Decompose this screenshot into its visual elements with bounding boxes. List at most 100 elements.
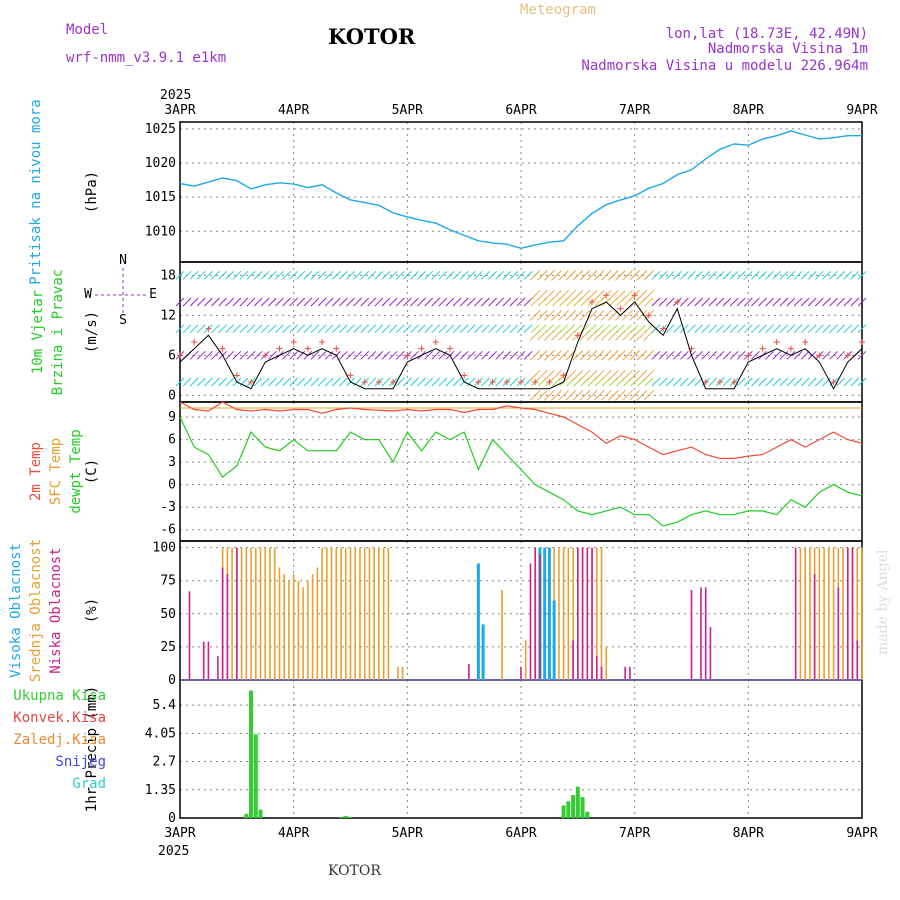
model-name: wrf-nmm_v3.9.1 e1km — [66, 50, 226, 66]
gust-marker — [233, 372, 240, 379]
wind-barb — [196, 377, 206, 387]
wind-barb — [793, 297, 803, 307]
wind-barb — [402, 324, 412, 334]
y-tick-label: 5.4 — [153, 698, 177, 713]
wind-barb — [182, 324, 192, 334]
wind-barb — [452, 324, 462, 334]
wind-barb — [516, 270, 526, 280]
panel-frame — [179, 679, 863, 819]
wind-barb — [772, 377, 782, 387]
wind-barb — [331, 297, 341, 307]
wind-barb — [807, 324, 817, 334]
panel-pressure: 1010 1015 1020 1025 (hPa) — [84, 121, 863, 263]
wind-barb — [772, 350, 782, 360]
y-tick-label: 50 — [160, 607, 176, 622]
gust-marker — [347, 372, 354, 379]
y-tick-label: 75 — [160, 574, 176, 589]
wind-barb — [353, 324, 362, 334]
wind-title-2: Brzina i Pravac — [50, 269, 66, 395]
y-tick-label: 1020 — [145, 156, 176, 171]
wind-barb — [438, 377, 448, 387]
wind-barb — [558, 289, 569, 301]
wind-barb — [600, 369, 612, 381]
wind-barb — [445, 297, 455, 307]
wind-barb — [431, 377, 441, 387]
wind-barb — [189, 297, 199, 307]
wind-barb — [324, 350, 334, 360]
wind-barb — [424, 297, 433, 307]
wind-barb — [573, 324, 583, 334]
wind-barb — [459, 324, 469, 334]
wind-barb — [296, 377, 306, 387]
wind-barb — [572, 389, 584, 401]
wind-barb — [708, 377, 718, 387]
wind-barb — [644, 297, 654, 307]
wind-barb — [367, 324, 377, 334]
wind-barb — [651, 350, 661, 360]
gust-marker — [205, 325, 212, 332]
wind-barb — [629, 269, 641, 281]
wind-barb — [388, 270, 398, 280]
wind-barb — [843, 324, 853, 334]
x-tick-bottom: 6APR — [505, 826, 536, 841]
wind-barb — [353, 297, 362, 307]
panel-temperature: -6 -3 0 3 6 9 (C) — [84, 401, 863, 542]
wind-barb — [786, 297, 796, 307]
wind-barb — [616, 324, 625, 334]
meteogram-title: Meteogram — [520, 2, 596, 18]
wind-barb — [488, 297, 497, 307]
precip-bar — [580, 797, 585, 818]
x-tick-bottom: 8APR — [733, 826, 764, 841]
wind-barb — [565, 289, 577, 301]
wind-barb — [672, 350, 682, 360]
wind-barb — [232, 297, 242, 307]
wind-barb — [395, 324, 405, 334]
wind-barb — [722, 377, 732, 387]
wind-barb — [786, 270, 796, 280]
wind-barb — [211, 297, 220, 307]
model-elevation-label: Nadmorska Visina u modelu 226.964m — [581, 58, 868, 74]
x-tick-top: 3APR — [164, 103, 195, 118]
wind-barb — [586, 309, 598, 321]
wind-barb — [495, 297, 505, 307]
precip-bar — [348, 816, 353, 818]
x-tick-bottom: 9APR — [846, 826, 877, 841]
wind-barb — [374, 350, 384, 360]
wind-barb — [268, 270, 277, 280]
wind-barb — [502, 350, 512, 360]
gust-marker — [262, 352, 269, 359]
wind-barb — [608, 369, 619, 381]
precip-bar — [249, 690, 254, 818]
wind-barb — [324, 297, 334, 307]
wind-barb — [438, 324, 448, 334]
wind-barb — [417, 377, 426, 387]
wind-barb — [857, 350, 867, 360]
wind-barb — [622, 369, 633, 381]
wind-barb — [765, 377, 774, 387]
gust-marker — [617, 305, 624, 312]
wind-barb — [729, 270, 739, 280]
wind-barb — [239, 350, 249, 360]
wind-barb — [218, 297, 227, 307]
wind-barb — [850, 297, 860, 307]
wind-barb — [572, 269, 584, 281]
station-title: KOTOR — [328, 24, 416, 49]
wind-barb — [253, 270, 263, 280]
wind-barb — [680, 324, 689, 334]
wind-barb — [417, 270, 426, 280]
panel-frame — [179, 401, 863, 542]
y-tick-label: 18 — [160, 268, 176, 283]
wind-barb — [260, 377, 270, 387]
wind-barb — [395, 377, 405, 387]
wind-barb — [374, 297, 384, 307]
wind-barb — [815, 377, 824, 387]
wind-barb — [502, 324, 512, 334]
wind-barb — [509, 324, 519, 334]
temp-title-2: SFC Temp — [48, 438, 64, 505]
wind-barb — [353, 377, 362, 387]
wind-barb — [586, 389, 598, 401]
wind-barb — [495, 377, 505, 387]
wind-barb — [643, 389, 655, 401]
wind-barb — [424, 377, 433, 387]
wind-barb — [310, 297, 320, 307]
